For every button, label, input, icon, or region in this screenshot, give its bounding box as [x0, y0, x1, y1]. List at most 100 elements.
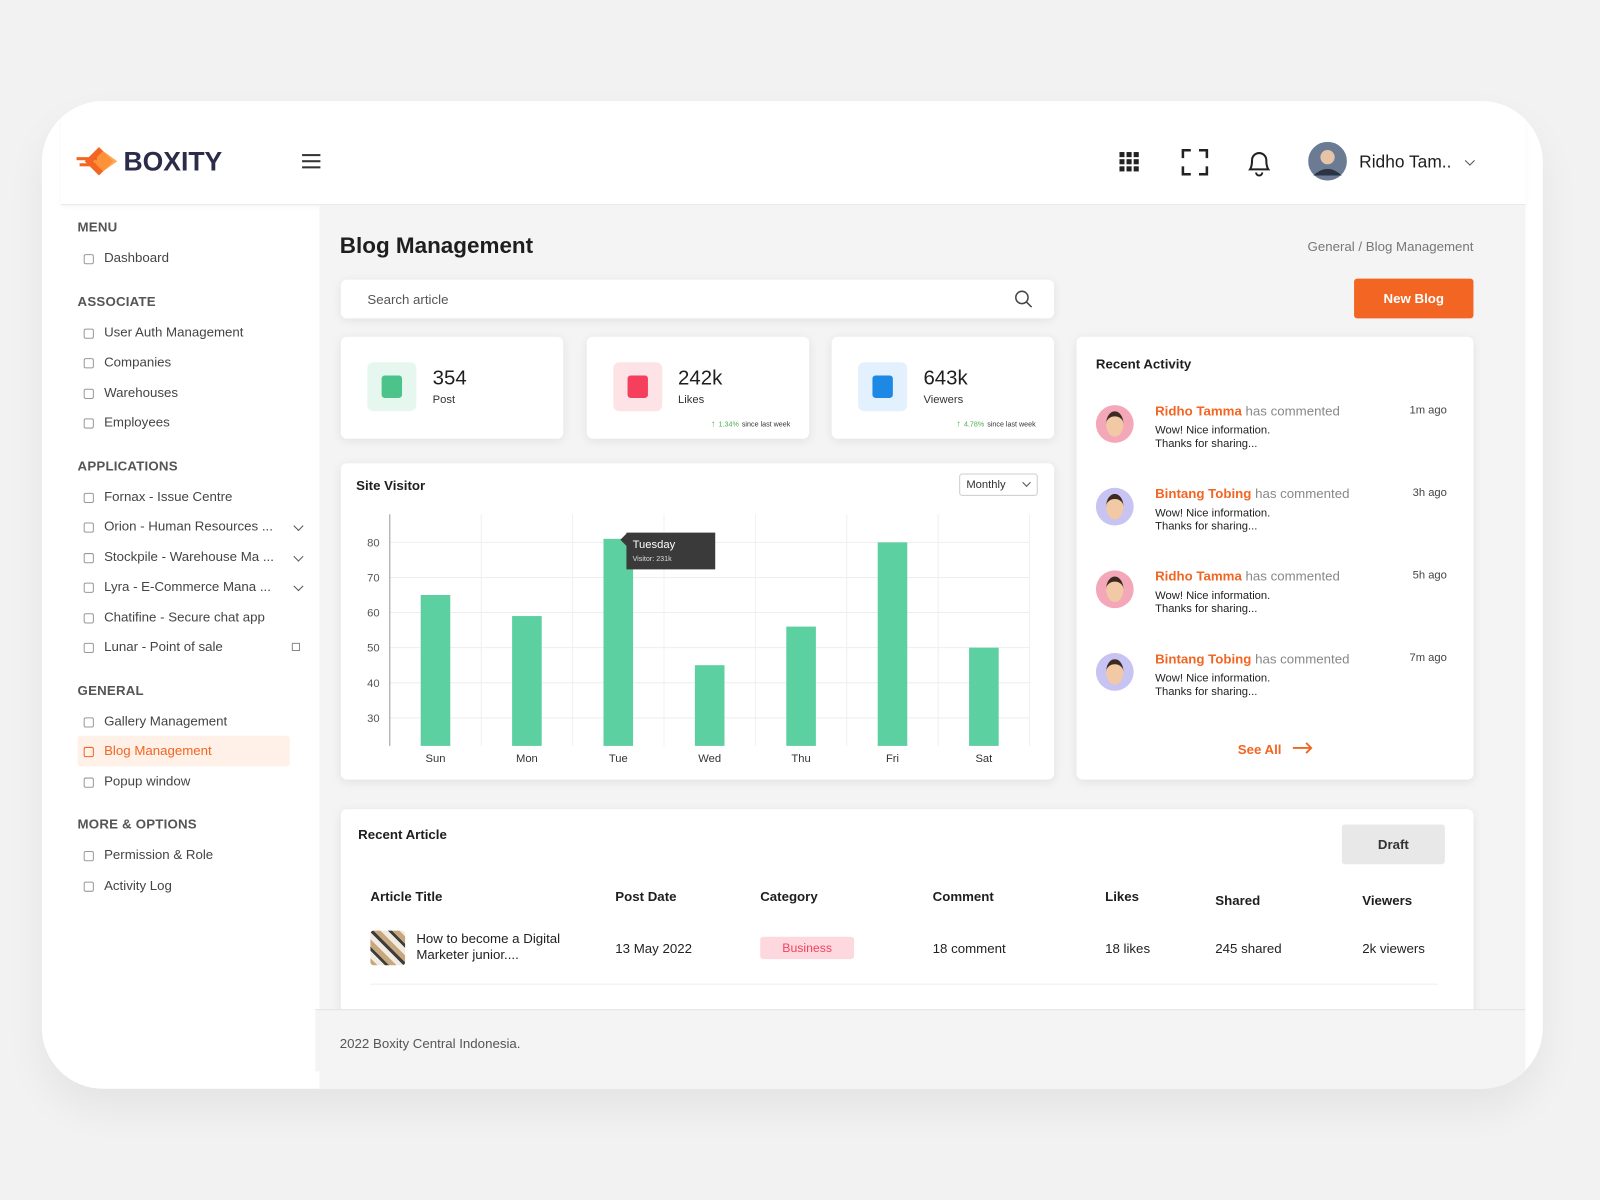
search-box[interactable]: Search article: [340, 279, 1055, 319]
sidebar-item[interactable]: Gallery Management: [78, 706, 290, 736]
sidebar-item-label[interactable]: Lunar - Point of sale: [104, 638, 223, 655]
y-tick-label: 80: [367, 537, 379, 549]
new-blog-button[interactable]: New Blog: [1354, 278, 1474, 319]
sidebar-item-label[interactable]: Lyra - E-Commerce Mana ...: [104, 578, 271, 594]
stat-value: 354: [432, 367, 467, 390]
sidebar-item-label[interactable]: Activity Log: [104, 877, 172, 893]
activity-action: has commented: [1245, 568, 1340, 584]
menu-toggle[interactable]: [302, 153, 322, 169]
sidebar-item[interactable]: Activity Log: [78, 870, 290, 900]
sidebar-section-title: APPLICATIONS: [77, 457, 178, 473]
activity-line: Bintang Tobing has commented: [1155, 651, 1349, 666]
activity-time: 1m ago: [1409, 404, 1447, 417]
sidebar-item[interactable]: Popup window: [78, 766, 290, 796]
footer: 2022 Boxity Central Indonesia.: [315, 1009, 1526, 1072]
sidebar-item[interactable]: Fornax - Issue Centre: [78, 481, 290, 511]
x-tick-label: Sun: [426, 753, 446, 765]
sidebar-item[interactable]: User Auth Management: [78, 317, 290, 347]
sidebar-item[interactable]: Employees: [78, 407, 290, 437]
category-badge: Business: [760, 936, 855, 960]
sidebar-item[interactable]: Orion - Human Resources ...: [78, 511, 304, 541]
activity-avatar: [1095, 487, 1134, 526]
sidebar-item-label[interactable]: Companies: [104, 354, 172, 370]
activity-message: Wow! Nice information.: [1155, 672, 1271, 685]
sidebar-item[interactable]: Stockpile - Warehouse Ma ...: [78, 541, 304, 571]
period-select[interactable]: Monthly: [959, 473, 1038, 496]
search-icon[interactable]: [1014, 290, 1033, 308]
stat-change: ↑ 4.78% since last week: [956, 418, 1035, 428]
sidebar-item[interactable]: Warehouses: [78, 377, 290, 407]
header: BOXITY Ridho Tam..: [61, 101, 1526, 206]
sidebar-icon: [83, 642, 94, 654]
draft-button[interactable]: Draft: [1341, 824, 1445, 865]
sidebar-item[interactable]: Lunar - Point of sale: [78, 632, 300, 662]
sidebar-item-label[interactable]: Permission & Role: [104, 846, 214, 863]
sidebar-item[interactable]: Dashboard: [78, 243, 290, 273]
activity-avatar: [1095, 405, 1134, 443]
bar: [694, 665, 725, 746]
sidebar-item-label[interactable]: Orion - Human Resources ...: [104, 518, 273, 534]
user-name[interactable]: Ridho Tam..: [1359, 152, 1452, 172]
sidebar-item[interactable]: Blog Management: [77, 735, 290, 766]
x-tick-label: Mon: [516, 753, 538, 765]
change-note: since last week: [987, 421, 1036, 429]
sidebar-icon: [83, 522, 94, 533]
articles-title: Recent Article: [358, 826, 447, 842]
article-thumbnail: [370, 930, 406, 966]
stat-label: Viewers: [923, 393, 964, 407]
fullscreen-icon[interactable]: [1181, 148, 1209, 176]
sidebar-item[interactable]: Permission & Role: [78, 840, 290, 870]
tooltip-title: Tuesday: [633, 539, 676, 551]
sidebar-icon: [83, 552, 94, 563]
user-avatar[interactable]: [1308, 141, 1347, 181]
sidebar-icon: [83, 851, 94, 862]
sidebar-icon: [83, 418, 94, 429]
tooltip-box: [620, 532, 716, 570]
column-header: Shared: [1215, 892, 1261, 909]
sidebar-item-label[interactable]: Stockpile - Warehouse Ma ...: [104, 548, 274, 564]
activity-time: 5h ago: [1412, 569, 1447, 582]
sidebar-item-label[interactable]: Blog Management: [104, 742, 212, 759]
sidebar-item-label[interactable]: Chatifine - Secure chat app: [104, 608, 265, 624]
sidebar-item-label[interactable]: Popup window: [104, 772, 191, 789]
external-icon: [291, 642, 300, 652]
stat-icon: [367, 362, 417, 412]
sidebar-item-label[interactable]: User Auth Management: [104, 323, 244, 340]
stat-icon-glyph: [381, 375, 403, 398]
sidebar-item-label[interactable]: Fornax - Issue Centre: [104, 488, 233, 504]
sidebar-item[interactable]: Companies: [78, 347, 290, 377]
sidebar-icon: [83, 777, 94, 788]
sidebar-item-label[interactable]: Warehouses: [104, 384, 179, 400]
period-label: Monthly: [966, 478, 1006, 491]
stat-icon-glyph: [872, 375, 893, 398]
table-cell: 18 comment: [932, 940, 1006, 957]
row-divider: [370, 983, 1438, 985]
bar: [603, 538, 634, 746]
activity-message: Thanks for sharing...: [1155, 685, 1258, 698]
notification-icon[interactable]: [1246, 147, 1273, 178]
change-value: 4.78%: [963, 421, 985, 429]
apps-icon[interactable]: [1119, 152, 1139, 172]
sidebar-item-label[interactable]: Employees: [104, 414, 170, 430]
up-arrow: ↑: [956, 418, 961, 429]
stat-icon: [612, 362, 662, 412]
see-all[interactable]: See All: [1238, 742, 1314, 757]
sidebar-icon: [83, 746, 94, 758]
chart-title: Site Visitor: [356, 477, 426, 493]
bar-chart: 30 40 50 60 70 80 Sun Mon Tue Wed Thu Fri Sat Tuesday…: [367, 514, 1031, 765]
activity-time: 3h ago: [1412, 486, 1447, 499]
activity-name: Ridho Tamma: [1155, 403, 1242, 419]
recent-article-card: Recent Article Draft Article Title Post D…: [340, 809, 1474, 1014]
user-chevron[interactable]: [1464, 155, 1475, 166]
column-header: Article Title: [370, 888, 443, 905]
sidebar-item-label[interactable]: Gallery Management: [104, 712, 228, 729]
table-cell: 2k viewers: [1362, 940, 1425, 957]
sidebar-item[interactable]: Lyra - E-Commerce Mana ...: [78, 571, 304, 601]
stat-card: 354 Post: [340, 336, 564, 439]
stat-card: 242k Likes ↑ 1.34% since last week: [586, 336, 809, 439]
bar: [420, 595, 451, 746]
see-all-label[interactable]: See All: [1237, 741, 1282, 758]
sidebar-item-label[interactable]: Dashboard: [104, 249, 169, 266]
sidebar-item[interactable]: Chatifine - Secure chat app: [78, 602, 290, 632]
